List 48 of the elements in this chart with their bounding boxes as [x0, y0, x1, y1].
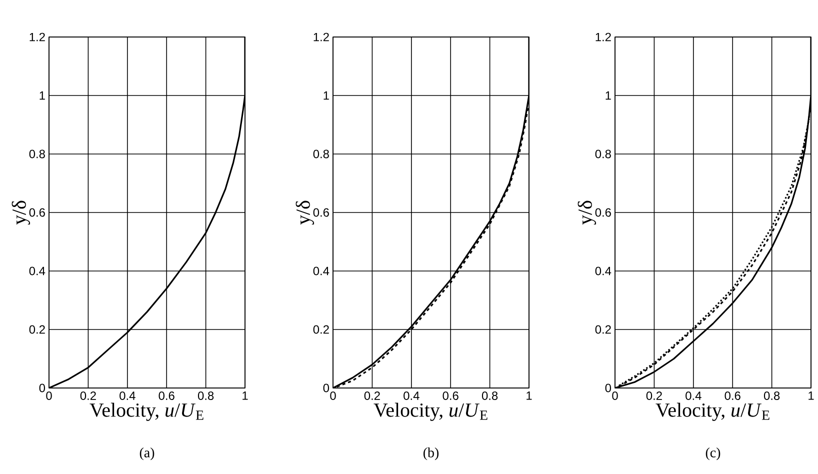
y-axis-title: y/δ [12, 200, 30, 225]
x-tick-label: 0.8 [482, 392, 498, 400]
y-tick-label: 0.4 [313, 266, 330, 276]
y-axis-title: y/δ [296, 200, 314, 225]
x-tick-label: 0.6 [724, 392, 740, 400]
y-tick-label: 0.6 [29, 208, 45, 217]
x-tick-label: 1 [808, 392, 814, 400]
y-tick-label: 0.4 [595, 266, 612, 276]
y-tick-label: 0 [323, 384, 330, 392]
y-axis-title: y/δ [578, 200, 596, 225]
x-tick-label: 0.8 [198, 392, 214, 400]
x-tick-label: 0.6 [158, 392, 174, 400]
x-tick-label: 0.2 [80, 392, 96, 400]
y-tick-label: 0.8 [29, 150, 45, 158]
y-tick-label: 1.2 [30, 32, 45, 42]
text: (a) [140, 448, 154, 460]
y-tick-label: 0.8 [595, 150, 611, 158]
text: (c) [706, 448, 720, 460]
x-tick-label: 1 [526, 392, 532, 400]
x-tick-label: 0.8 [764, 392, 780, 400]
y-tick-label: 1.2 [596, 32, 611, 42]
x-tick-label: 0.2 [646, 392, 662, 400]
y-tick-label: 0.2 [29, 325, 45, 334]
y-tick-label: 1 [324, 91, 329, 100]
y-tick-label: 0.4 [29, 266, 46, 276]
y-tick-label: 1.2 [314, 32, 329, 42]
y-tick-label: 0.8 [313, 150, 329, 158]
y-tick-label: 0.2 [595, 325, 611, 334]
x-tick-label: 0 [46, 392, 52, 400]
y-tick-label: 0.2 [313, 325, 329, 334]
x-tick-label: 0.4 [404, 392, 420, 400]
x-axis-title: Velocity, u/U$_{E}$ [656, 402, 770, 421]
y-tick-label: 0.6 [595, 208, 611, 217]
y-tick-label: 0 [39, 384, 46, 392]
x-tick-label: 1 [242, 392, 248, 400]
x-axis-title: Velocity, u/U$_{E}$ [374, 402, 488, 421]
x-tick-label: 0.2 [364, 392, 380, 400]
x-tick-label: 0 [330, 392, 336, 400]
y-tick-label: 1 [606, 91, 611, 100]
x-tick-label: 0.4 [120, 392, 136, 400]
x-tick-label: 0.6 [442, 392, 458, 400]
y-tick-label: 0 [605, 384, 612, 392]
y-tick-label: 0.6 [313, 208, 329, 217]
text: (b) [423, 448, 439, 460]
y-tick-label: 1 [40, 91, 45, 100]
x-axis-title: Velocity, u/U$_{E}$ [90, 402, 204, 421]
x-tick-label: 0.4 [686, 392, 702, 400]
x-tick-label: 0 [612, 392, 618, 400]
